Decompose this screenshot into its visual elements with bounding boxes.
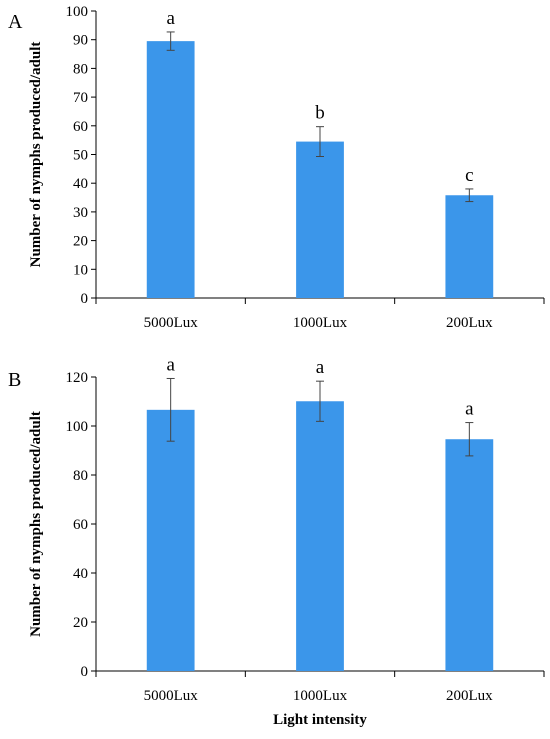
panel-a-bar-5000lux [146, 41, 195, 298]
panel-b-y-tick-label: 20 [73, 615, 88, 631]
panel-b-bar-200lux [445, 439, 494, 671]
panel-a-y-tick-label: 80 [73, 61, 88, 77]
panel-a-y-tick-label: 60 [73, 119, 88, 135]
panel-a-significance-letter: a [166, 8, 175, 29]
panel-b-y-tick-label: 80 [73, 468, 88, 484]
panel-b-y-tick-label: 40 [73, 566, 88, 582]
panel-a-y-tick-label: 10 [73, 262, 88, 278]
panel-a-y-axis-title: Number of nymphs produced/adult [28, 42, 44, 268]
panel-b-y-tick-label: 0 [81, 664, 89, 680]
panel-a-bar-200lux [445, 195, 494, 298]
panel-a-y-tick-label: 20 [73, 234, 88, 250]
panel-b-x-category-label: 5000Lux [144, 688, 199, 704]
panel-label-b: B [8, 369, 21, 391]
panel-a-bar-1000lux [296, 141, 344, 298]
panel-b-x-axis-title: Light intensity [273, 712, 367, 728]
panel-a-x-category-label: 200Lux [446, 315, 493, 331]
panel-b-bar-1000lux [296, 401, 344, 671]
panel-a-significance-letter: b [315, 103, 325, 124]
panel-label-a: A [8, 11, 23, 33]
panel-b-significance-letter: a [465, 399, 474, 420]
panel-b-y-axis-title: Number of nymphs produced/adult [28, 411, 44, 637]
panel-a-y-tick-label: 40 [73, 176, 88, 192]
panel-a-x-category-label: 1000Lux [293, 315, 348, 331]
panel-b-y-tick-label: 60 [73, 517, 88, 533]
panel-b-significance-letter: a [316, 357, 325, 378]
panel-a-y-tick-label: 70 [73, 90, 88, 106]
panel-a-y-tick-label: 50 [73, 148, 88, 164]
panel-a-x-category-label: 5000Lux [144, 315, 199, 331]
panel-a-y-tick-label: 90 [73, 33, 88, 49]
panel-a-y-tick-label: 30 [73, 205, 88, 221]
panel-a-significance-letter: c [465, 165, 473, 186]
panel-a-y-tick-label: 0 [81, 291, 89, 307]
panel-b-y-tick-label: 120 [66, 370, 89, 386]
panel-b-bar-5000lux [146, 409, 195, 671]
panel-b-y-tick-label: 100 [66, 419, 89, 435]
panel-a-y-tick-label: 100 [66, 4, 89, 20]
panel-b-significance-letter: a [166, 354, 175, 375]
panel-b-x-category-label: 200Lux [446, 688, 493, 704]
panel-b-x-category-label: 1000Lux [293, 688, 348, 704]
